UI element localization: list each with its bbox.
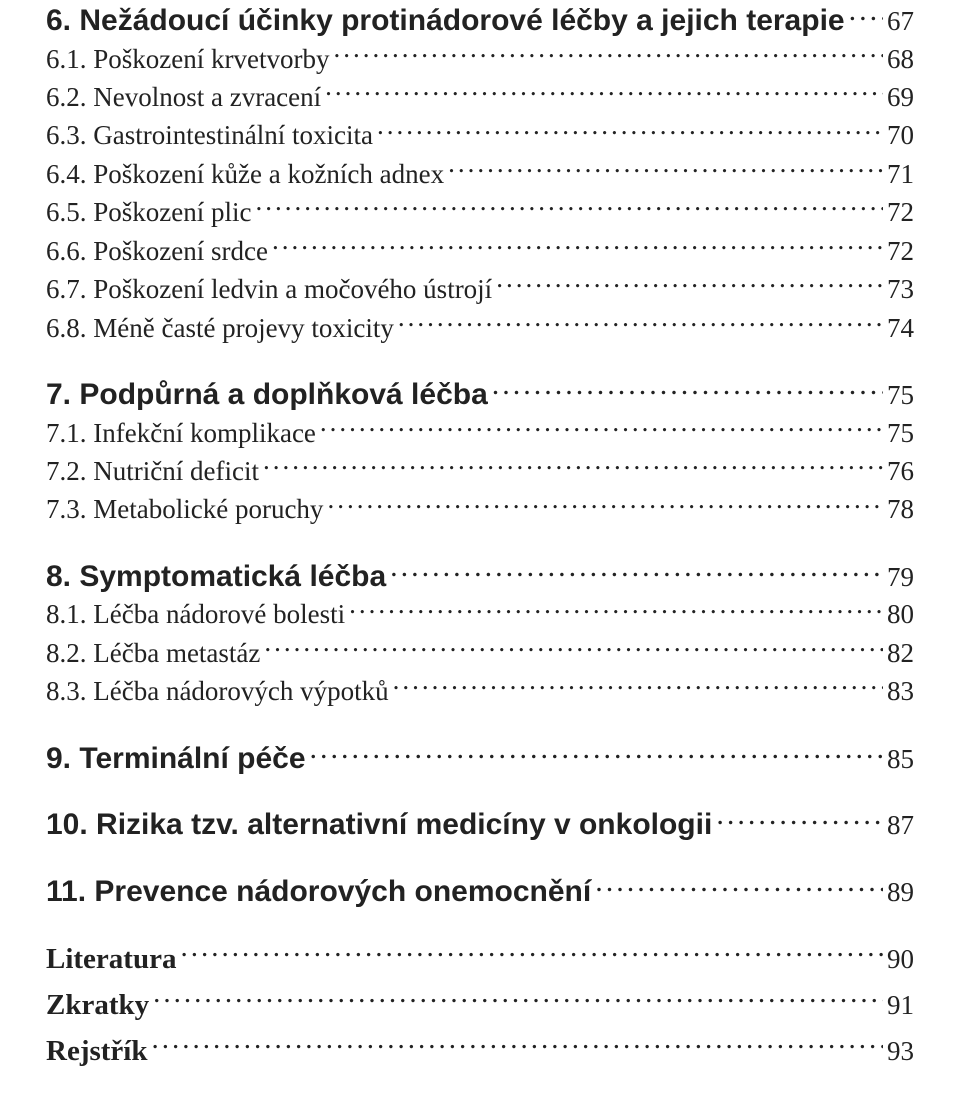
toc-entry-title: 6.1. Poškození krvetvorby bbox=[46, 41, 329, 77]
toc-leader-dots bbox=[349, 596, 883, 623]
toc-entry-page: 72 bbox=[887, 233, 914, 269]
toc-entry: Zkratky 91 bbox=[46, 985, 914, 1025]
toc-entry-page: 68 bbox=[887, 41, 914, 77]
toc-leader-dots bbox=[264, 635, 883, 662]
toc-entry-title: 6.2. Nevolnost a zvracení bbox=[46, 79, 321, 115]
toc-entry: 6.4. Poškození kůže a kožních adnex 71 bbox=[46, 156, 914, 192]
toc-leader-dots bbox=[492, 374, 883, 404]
toc-entry-page: 76 bbox=[887, 453, 914, 489]
toc-leader-dots bbox=[398, 310, 883, 337]
toc-leader-dots bbox=[263, 453, 883, 480]
toc-entry: 11. Prevence nádorových onemocnění 89 bbox=[46, 871, 914, 910]
toc-leader-dots bbox=[310, 738, 883, 768]
toc-entry-title: Zkratky bbox=[46, 986, 149, 1025]
toc-entry-page: 67 bbox=[887, 6, 914, 37]
toc-entry: 6.5. Poškození plic 72 bbox=[46, 194, 914, 230]
toc-entry-title: 7.2. Nutriční deficit bbox=[46, 453, 259, 489]
toc-entry: 9. Terminální péče 85 bbox=[46, 738, 914, 777]
toc-leader-dots bbox=[377, 117, 883, 144]
toc-entry-page: 74 bbox=[887, 310, 914, 346]
toc-entry: 7.3. Metabolické poruchy 78 bbox=[46, 491, 914, 527]
toc-entry-page: 80 bbox=[887, 596, 914, 632]
toc-entry: 8.2. Léčba metastáz 82 bbox=[46, 635, 914, 671]
toc-entry-title: 11. Prevence nádorových onemocnění bbox=[46, 875, 591, 910]
toc-entry-title: 10. Rizika tzv. alternativní medicíny v … bbox=[46, 808, 712, 843]
toc-entry: 7. Podpůrná a doplňková léčba 75 bbox=[46, 374, 914, 413]
toc-entry: 6. Nežádoucí účinky protinádorové léčby … bbox=[46, 0, 914, 39]
toc-entry: Literatura 90 bbox=[46, 939, 914, 979]
toc-entry-page: 93 bbox=[887, 1033, 914, 1069]
toc-entry: 6.7. Poškození ledvin a močového ústrojí… bbox=[46, 271, 914, 307]
toc-entry-title: 7.1. Infekční komplikace bbox=[46, 415, 316, 451]
toc-entry-title: 9. Terminální péče bbox=[46, 742, 306, 777]
toc-list: 6. Nežádoucí účinky protinádorové léčby … bbox=[46, 0, 914, 1072]
toc-entry: 6.6. Poškození srdce 72 bbox=[46, 233, 914, 269]
toc-leader-dots bbox=[180, 939, 883, 968]
toc-entry: 8.1. Léčba nádorové bolesti 80 bbox=[46, 596, 914, 632]
toc-entry-page: 78 bbox=[887, 491, 914, 527]
toc-leader-dots bbox=[595, 871, 883, 901]
toc-entry: 7.2. Nutriční deficit 76 bbox=[46, 453, 914, 489]
toc-page: 6. Nežádoucí účinky protinádorové léčby … bbox=[0, 0, 960, 1112]
toc-entry-title: 6.6. Poškození srdce bbox=[46, 233, 268, 269]
toc-entry-title: 6.3. Gastrointestinální toxicita bbox=[46, 117, 373, 153]
toc-leader-dots bbox=[325, 79, 883, 106]
toc-entry-title: 6.8. Méně časté projevy toxicity bbox=[46, 310, 394, 346]
toc-entry-page: 82 bbox=[887, 635, 914, 671]
toc-leader-dots bbox=[255, 194, 883, 221]
toc-entry-page: 87 bbox=[887, 810, 914, 841]
toc-entry: 6.2. Nevolnost a zvracení 69 bbox=[46, 79, 914, 115]
toc-leader-dots bbox=[448, 156, 883, 183]
toc-entry-page: 75 bbox=[887, 380, 914, 411]
toc-entry-page: 75 bbox=[887, 415, 914, 451]
toc-entry: 8.3. Léčba nádorových výpotků 83 bbox=[46, 673, 914, 709]
toc-entry-page: 71 bbox=[887, 156, 914, 192]
toc-entry: 6.3. Gastrointestinální toxicita 70 bbox=[46, 117, 914, 153]
toc-entry: Rejstřík 93 bbox=[46, 1031, 914, 1071]
toc-entry-page: 91 bbox=[887, 987, 914, 1023]
toc-entry-title: 8.1. Léčba nádorové bolesti bbox=[46, 596, 345, 632]
toc-leader-dots bbox=[716, 804, 883, 834]
toc-entry-page: 89 bbox=[887, 877, 914, 908]
toc-entry-title: 6.7. Poškození ledvin a močového ústrojí bbox=[46, 271, 492, 307]
toc-entry-title: Rejstřík bbox=[46, 1032, 147, 1071]
toc-entry-page: 70 bbox=[887, 117, 914, 153]
toc-entry-page: 90 bbox=[887, 941, 914, 977]
toc-entry-page: 72 bbox=[887, 194, 914, 230]
toc-entry-title: Literatura bbox=[46, 940, 176, 979]
toc-entry-title: 6.5. Poškození plic bbox=[46, 194, 251, 230]
toc-entry-title: 7.3. Metabolické poruchy bbox=[46, 491, 323, 527]
toc-entry-page: 83 bbox=[887, 673, 914, 709]
toc-entry-page: 69 bbox=[887, 79, 914, 115]
toc-entry: 8. Symptomatická léčba 79 bbox=[46, 556, 914, 595]
toc-entry-title: 8. Symptomatická léčba bbox=[46, 560, 386, 595]
toc-entry-page: 85 bbox=[887, 744, 914, 775]
toc-entry-title: 7. Podpůrná a doplňková léčba bbox=[46, 378, 488, 413]
toc-leader-dots bbox=[496, 271, 883, 298]
toc-entry-title: 6.4. Poškození kůže a kožních adnex bbox=[46, 156, 444, 192]
toc-entry-page: 73 bbox=[887, 271, 914, 307]
toc-leader-dots bbox=[390, 556, 883, 586]
toc-entry-title: 8.2. Léčba metastáz bbox=[46, 635, 260, 671]
toc-leader-dots bbox=[320, 415, 883, 442]
toc-leader-dots bbox=[153, 985, 883, 1014]
toc-leader-dots bbox=[849, 0, 883, 30]
toc-leader-dots bbox=[393, 673, 883, 700]
toc-entry-title: 6. Nežádoucí účinky protinádorové léčby … bbox=[46, 4, 845, 39]
toc-entry: 6.1. Poškození krvetvorby 68 bbox=[46, 41, 914, 77]
toc-entry: 10. Rizika tzv. alternativní medicíny v … bbox=[46, 804, 914, 843]
toc-entry-title: 8.3. Léčba nádorových výpotků bbox=[46, 673, 389, 709]
toc-leader-dots bbox=[151, 1031, 883, 1060]
toc-entry: 7.1. Infekční komplikace 75 bbox=[46, 415, 914, 451]
toc-entry-page: 79 bbox=[887, 562, 914, 593]
toc-entry: 6.8. Méně časté projevy toxicity 74 bbox=[46, 310, 914, 346]
toc-leader-dots bbox=[272, 233, 883, 260]
toc-leader-dots bbox=[327, 491, 883, 518]
toc-leader-dots bbox=[333, 41, 883, 68]
